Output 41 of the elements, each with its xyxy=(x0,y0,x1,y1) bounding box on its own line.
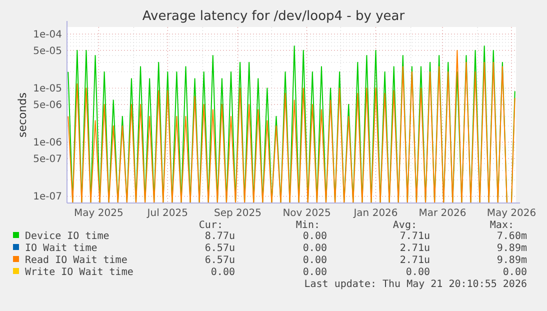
text: 9.89m xyxy=(496,255,527,266)
text: 8.77u xyxy=(204,231,235,242)
y-tick-label: 5e-07 xyxy=(33,154,62,165)
text: 0.00 xyxy=(302,231,327,242)
text: 2.71u xyxy=(400,255,430,266)
y-tick-label: 1e-07 xyxy=(33,192,62,203)
y-tick-label: 5e-05 xyxy=(33,46,62,57)
text: 9.89m xyxy=(496,243,527,254)
text: 0.00 xyxy=(406,267,430,278)
x-tick-label: May 2025 xyxy=(74,208,124,219)
x-tick-label: Sep 2025 xyxy=(214,208,262,219)
text: 0.00 xyxy=(302,255,327,266)
text: 6.57u xyxy=(204,255,235,266)
text: Avg: xyxy=(392,220,417,231)
text: Min: xyxy=(296,220,320,231)
y-tick-label: 1e-06 xyxy=(33,138,62,149)
x-tick-label: Nov 2025 xyxy=(282,208,331,219)
text: 0.00 xyxy=(210,267,235,278)
legend-label: Read IO Wait time xyxy=(25,255,128,266)
text: 7.60m xyxy=(496,231,527,242)
y-tick-label: 5e-06 xyxy=(33,100,62,111)
y-tick-label: 1e-04 xyxy=(33,30,62,41)
text: 6.57u xyxy=(204,243,235,254)
chart-title: Average latency for /dev/loop4 - by year xyxy=(142,9,406,24)
text: 0.00 xyxy=(302,243,327,254)
text: Cur: xyxy=(198,220,223,231)
text: Max: xyxy=(490,220,514,231)
legend-label: Write IO Wait time xyxy=(25,267,134,278)
legend-label: Device IO time xyxy=(25,231,110,242)
x-tick-label: May 2026 xyxy=(486,208,536,219)
x-tick-label: Jan 2026 xyxy=(352,208,398,219)
text: 7.71u xyxy=(400,231,430,242)
x-tick-label: Jul 2025 xyxy=(146,208,188,219)
text: 2.71u xyxy=(400,243,430,254)
text: Last update: Thu May 21 20:10:55 2026 xyxy=(304,279,527,290)
y-axis-title: seconds xyxy=(16,92,29,138)
legend-label: IO Wait time xyxy=(25,243,98,254)
text: 0.00 xyxy=(502,267,527,278)
x-tick-label: Mar 2026 xyxy=(418,208,466,219)
y-tick-label: 1e-05 xyxy=(33,84,62,95)
text: 0.00 xyxy=(302,267,327,278)
